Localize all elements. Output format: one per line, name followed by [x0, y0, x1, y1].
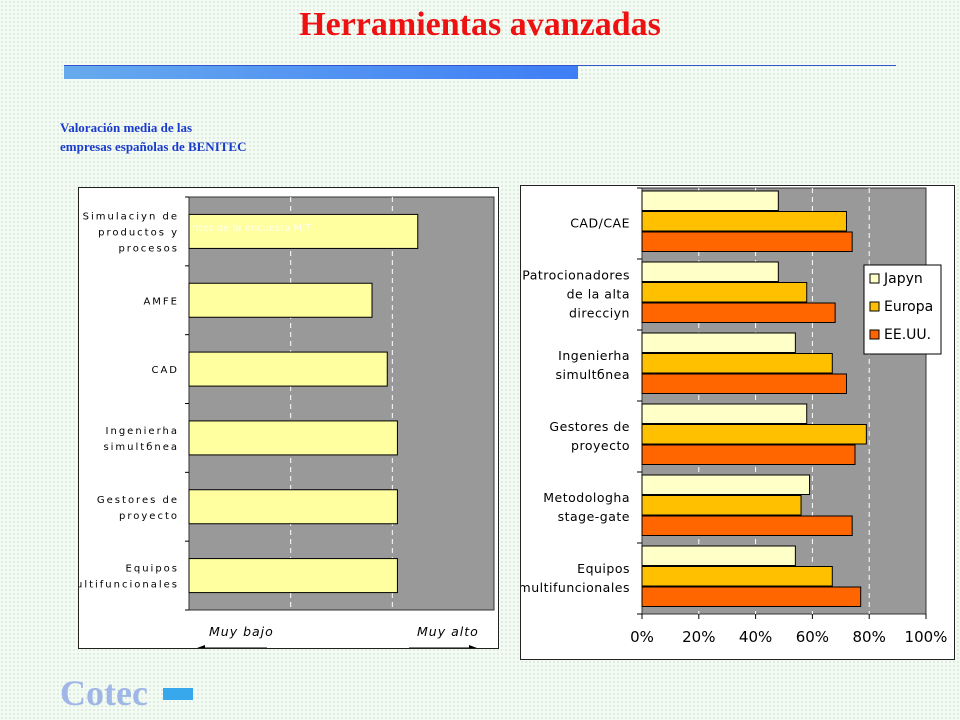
bar-europa: [641, 495, 802, 516]
x-tick-label: 80%: [853, 628, 886, 646]
bar: [188, 420, 398, 456]
legend-label: Europa: [884, 299, 933, 315]
bar-europa: [641, 566, 833, 587]
bar-europa: [641, 424, 867, 445]
plot-area: [641, 187, 927, 615]
overlay-text: ntes de la encuesta MIT: [192, 223, 312, 234]
category-label: simultбnea: [103, 442, 179, 453]
brand-logo-mark: [163, 688, 193, 700]
benitec-chart: Simulaciyn de productos y procesos AMFE CAD I…: [78, 187, 499, 649]
comparison-chart-svg: CAD/CAE Patrocionadores de la alta direcciy…: [521, 187, 948, 646]
category-label: multifuncionales: [79, 580, 179, 591]
category-label: Ingenierha: [106, 426, 179, 437]
bar-japon: [641, 190, 779, 211]
category-label: stage-gate: [558, 509, 630, 524]
bar: [188, 489, 398, 525]
category-label: procesos: [118, 243, 179, 254]
category-label: AMFE: [143, 296, 179, 307]
bar-eeuu: [641, 302, 836, 323]
bar: [188, 213, 419, 249]
bar-europa: [641, 282, 808, 303]
category-label: CAD/CAE: [570, 216, 630, 231]
legend-swatch: [869, 329, 880, 340]
bar-japon: [641, 261, 779, 282]
legend-swatch: [869, 273, 880, 284]
category-label: Equipos: [577, 561, 630, 576]
x-tick-label: 60%: [796, 628, 829, 646]
category-label: Gestores de: [549, 419, 630, 434]
category-label: productos y: [98, 227, 179, 238]
category-label: CAD: [151, 365, 179, 376]
legend-swatch: [869, 301, 880, 312]
subtitle-line-2: empresas españolas de BENITEC: [60, 139, 247, 154]
high-end-label: Muy alto: [417, 624, 479, 639]
page-title: Herramientas avanzadas: [299, 6, 661, 43]
bar: [188, 558, 398, 594]
category-label: Ingenierha: [558, 348, 630, 363]
bar: [188, 351, 388, 387]
category-label: proyecto: [119, 511, 179, 522]
comparison-chart: CAD/CAE Patrocionadores de la alta direcciy…: [520, 185, 955, 660]
subtitle-line-1: Valoración media de las: [60, 120, 193, 135]
bar-japon: [641, 474, 811, 495]
bar-eeuu: [641, 586, 862, 607]
category-label: Patrocionadores: [522, 268, 630, 283]
high-end-arrow-head: [469, 645, 477, 648]
x-tick-label: 20%: [682, 628, 715, 646]
x-tick-label: 0%: [630, 628, 654, 646]
legend-label: Japуn: [883, 271, 923, 287]
bar-eeuu: [641, 444, 856, 465]
bar: [188, 282, 373, 318]
category-label: Simulaciyn de: [83, 211, 179, 222]
brand-logo-text: Cotec: [60, 673, 148, 713]
bar-europa: [641, 353, 833, 374]
low-end-label: Muy bajo: [209, 624, 274, 639]
category-label: Equipos: [126, 564, 179, 575]
x-tick-label: 40%: [739, 628, 772, 646]
category-label: direcciyn: [569, 306, 630, 321]
bar-japon: [641, 403, 808, 424]
bar-japon: [641, 545, 796, 566]
legend-label: EE.UU.: [884, 327, 931, 343]
bar-japon: [641, 332, 796, 353]
category-label: simultбnea: [556, 367, 630, 382]
bar-europa: [641, 211, 847, 232]
category-label: proyecto: [571, 438, 630, 453]
category-label: multifuncionales: [521, 580, 630, 595]
plot-area: [188, 196, 495, 611]
category-label: Metodologha: [543, 490, 630, 505]
low-end-arrow-head: [197, 645, 205, 648]
title-underline: [64, 65, 896, 66]
benitec-chart-svg: Simulaciyn de productos y procesos AMFE CAD I…: [79, 196, 495, 648]
x-tick-label: 100%: [905, 628, 948, 646]
bar-eeuu: [641, 231, 853, 252]
title-accent-bar: [64, 66, 578, 79]
bar-eeuu: [641, 515, 853, 536]
category-label: de la alta: [567, 287, 630, 302]
chart-subtitle: Valoración media de las empresas español…: [60, 118, 246, 156]
bar-eeuu: [641, 373, 847, 394]
category-label: Gestores de: [97, 495, 179, 506]
